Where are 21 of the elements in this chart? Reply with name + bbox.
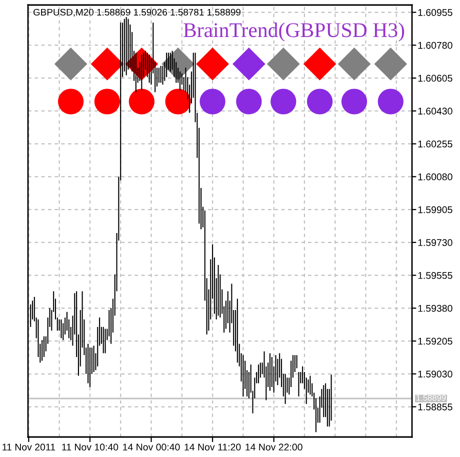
y-tick-label: 1.59205 bbox=[418, 338, 452, 345]
x-tick-label: 14 Nov 00:40 bbox=[123, 444, 180, 451]
y-tick-label: 1.59730 bbox=[418, 239, 452, 246]
y-tick-label: 1.60080 bbox=[418, 173, 452, 180]
text: BrainTrend(GBPUSD H3) bbox=[184, 22, 404, 42]
chart-title: GBPUSD,M20 1.58869 1.59026 1.58781 1.58899 bbox=[33, 8, 240, 17]
y-tick-label: 1.60430 bbox=[418, 108, 452, 115]
y-tick-label: 1.59380 bbox=[418, 304, 452, 312]
y-tick-label: 1.59555 bbox=[418, 272, 452, 279]
x-tick-label: 14 Nov 11:20 bbox=[184, 444, 241, 451]
y-tick-label: 1.60780 bbox=[418, 42, 452, 49]
ref-line-label: 1.58899 bbox=[416, 394, 446, 401]
y-tick-label: 1.60605 bbox=[418, 74, 452, 82]
y-tick-label: 1.59905 bbox=[418, 206, 452, 214]
y-tick-label: 1.58855 bbox=[418, 403, 452, 410]
y-tick-label: 1.59030 bbox=[418, 370, 452, 378]
x-tick-label: 11 Nov 2011 bbox=[2, 444, 56, 451]
y-tick-label: 1.60955 bbox=[418, 9, 452, 16]
y-tick-label: 1.60255 bbox=[418, 140, 452, 148]
x-tick-label: 14 Nov 22:00 bbox=[246, 444, 302, 451]
x-tick-label: 11 Nov 10:40 bbox=[62, 444, 118, 451]
